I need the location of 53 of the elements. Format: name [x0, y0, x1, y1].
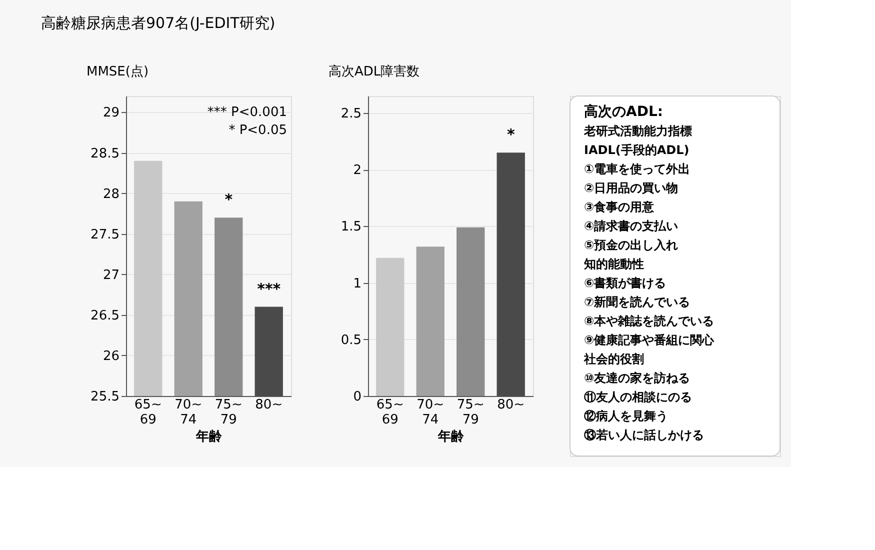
y-tick-label: 26	[102, 348, 120, 364]
text: ③食事の用意	[584, 200, 656, 214]
x-tick-label: 70~ 74	[174, 398, 202, 428]
annotation: *** P<0.001	[207, 105, 287, 120]
x-tick-label: 65~ 69	[376, 398, 404, 428]
x-tick-label: 80~	[497, 398, 525, 412]
y-tick-label: 0	[353, 390, 362, 404]
text: ②日用品の買い物	[584, 181, 678, 195]
text: ①電車を使って外出	[584, 162, 690, 176]
x-axis-title: 年齢	[195, 430, 223, 444]
bar	[376, 258, 404, 396]
text: ⑫病人を見舞う	[584, 409, 668, 423]
x-tick-label: 75~ 79	[214, 398, 242, 428]
annotation: *	[506, 126, 515, 144]
bar	[456, 227, 485, 396]
text: 高次のADL:	[584, 103, 663, 120]
y-tick-label: 2.5	[340, 106, 362, 122]
text: ⑥書類が書ける	[584, 276, 666, 290]
y-tick-label: 26.5	[90, 308, 120, 324]
y-tick-label: 27.5	[90, 227, 120, 242]
text: ⑩友達の家を訪ねる	[584, 371, 690, 385]
y-tick-label: 28	[102, 186, 120, 202]
annotation: *	[224, 190, 233, 209]
y-tick-label: 0.5	[340, 332, 362, 348]
y-tick-label: 27	[102, 268, 120, 283]
x-tick-label: 80~	[255, 398, 283, 412]
text: 社会的役割	[583, 352, 644, 366]
y-axis-title: MMSE(点)	[86, 64, 149, 80]
y-tick-label: 1.5	[340, 220, 362, 235]
text: ⑦新聞を読んでいる	[584, 295, 690, 309]
text: ⑪友人の相談にのる	[584, 390, 692, 404]
y-axis-title: 高次ADL障害数	[328, 64, 420, 80]
annotation: ***	[257, 280, 281, 298]
x-tick-label: 65~ 69	[134, 398, 162, 428]
y-tick-label: 25.5	[90, 390, 120, 404]
chart-title: 高齢糖尿病患者907名(J-EDIT研究)	[41, 14, 276, 32]
bar	[416, 246, 444, 396]
y-tick-label: 28.5	[90, 146, 120, 162]
x-axis-title: 年齢	[437, 430, 465, 444]
y-tick-label: 2	[353, 163, 362, 178]
x-tick-label: 70~ 74	[416, 398, 444, 428]
annotation: * P<0.05	[228, 123, 287, 138]
y-tick-label: 1	[353, 276, 362, 292]
text: ⑤預金の出し入れ	[584, 238, 678, 252]
x-tick-label: 75~ 79	[456, 398, 484, 428]
text: ⑨健康記事や番組に関心	[584, 333, 716, 347]
text: ⑬若い人に話しかける	[584, 428, 704, 442]
text: ④請求書の支払い	[584, 219, 678, 233]
y-tick-label: 29	[102, 106, 120, 121]
text: ⑧本や雑誌を読んでいる	[584, 314, 714, 328]
text: 知的能動性	[583, 257, 644, 271]
text: IADL(手段的ADL)	[584, 143, 690, 157]
text: 老研式活動能力指標	[583, 124, 692, 138]
